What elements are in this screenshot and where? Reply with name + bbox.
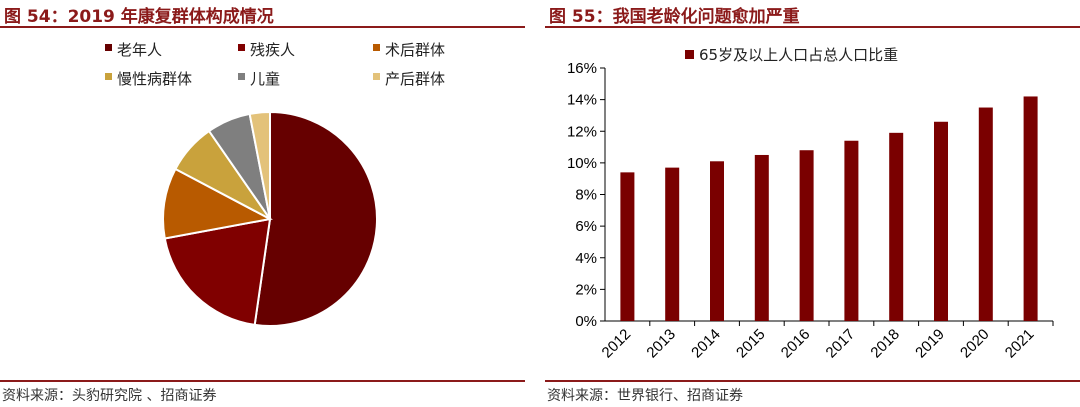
- legend-swatch: [373, 73, 380, 80]
- legend-label: 老年人: [117, 41, 162, 59]
- legend-swatch: [373, 44, 380, 51]
- x-tick-label: 2017: [823, 326, 859, 362]
- legend-swatch: [238, 44, 245, 51]
- y-tick-label: 8%: [575, 187, 597, 204]
- y-tick-label: 6%: [575, 218, 597, 235]
- bar: [710, 161, 724, 321]
- legend-swatch: [105, 73, 112, 80]
- left-bottom-rule: [0, 380, 525, 382]
- y-tick-label: 4%: [575, 250, 597, 267]
- bar: [934, 121, 948, 321]
- right-title-rule: [545, 26, 1080, 28]
- x-tick-label: 2012: [599, 326, 635, 362]
- right-figure-panel: 图 55：我国老龄化问题愈加严重 65岁及以上人口占总人口比重 0% 2% 4% 6% 8…: [545, 0, 1080, 407]
- x-tick-label: 2013: [643, 326, 679, 362]
- legend-item: 儿童: [238, 70, 280, 88]
- right-source-note: 资料来源：世界银行、招商证券: [547, 388, 743, 404]
- right-figure-title: 图 55：我国老龄化问题愈加严重: [549, 7, 800, 27]
- legend-label: 术后群体: [385, 41, 445, 59]
- bar: [978, 107, 993, 321]
- y-tick-label: 10%: [567, 155, 597, 172]
- legend-label: 慢性病群体: [117, 70, 192, 88]
- x-tick-label: 2015: [733, 326, 769, 362]
- y-tick-label: 0%: [575, 313, 597, 330]
- legend-swatch: [238, 73, 245, 80]
- bar: [620, 172, 635, 321]
- bar: [889, 132, 904, 321]
- bar: [665, 167, 680, 321]
- legend-label: 产后群体: [385, 70, 445, 88]
- legend-item: 65岁及以上人口占总人口比重: [685, 46, 898, 64]
- legend-label: 残疾人: [250, 41, 295, 59]
- right-bottom-rule: [545, 380, 1080, 382]
- left-title-rule: [0, 26, 525, 28]
- y-tick-label: 16%: [567, 60, 597, 77]
- bar: [754, 154, 769, 321]
- x-tick-label: 2014: [688, 326, 724, 362]
- legend-item: 残疾人: [238, 41, 295, 59]
- pie-slice: [163, 217, 272, 327]
- legend-item: 产后群体: [373, 70, 445, 88]
- x-tick-label: 2021: [1002, 326, 1038, 362]
- left-figure-title: 图 54：2019 年康复群体构成情况: [4, 7, 274, 27]
- bar: [1023, 96, 1038, 322]
- pie-slice: [248, 110, 271, 220]
- bar-chart: 65岁及以上人口占总人口比重 0% 2% 4% 6% 8% 10% 12% 14% 16% 2012…: [567, 46, 1054, 362]
- legend-item: 老年人: [105, 41, 162, 59]
- x-tick-label: 2020: [957, 326, 993, 362]
- bar: [799, 150, 814, 321]
- x-tick-label: 2018: [867, 326, 903, 362]
- legend-item: 慢性病群体: [105, 70, 192, 88]
- pie-slice: [162, 167, 274, 240]
- pie-slice: [253, 110, 378, 327]
- legend-swatch: [685, 50, 694, 59]
- y-tick-label: 14%: [567, 92, 597, 109]
- x-tick-label: 2019: [912, 326, 948, 362]
- legend-swatch: [105, 44, 112, 51]
- left-source-note: 资料来源：头豹研究院 、招商证券: [2, 388, 217, 404]
- legend-label: 儿童: [250, 70, 280, 88]
- y-tick-label: 12%: [567, 123, 597, 140]
- legend-label: 65岁及以上人口占总人口比重: [699, 46, 898, 64]
- x-tick-label: 2016: [778, 326, 814, 362]
- legend-item: 术后群体: [373, 41, 445, 59]
- y-tick-label: 2%: [575, 281, 597, 298]
- left-figure-panel: 图 54：2019 年康复群体构成情况 老年人 残疾人 术后群体慢性病群体 儿童 产后群…: [0, 0, 525, 407]
- bar: [844, 140, 859, 321]
